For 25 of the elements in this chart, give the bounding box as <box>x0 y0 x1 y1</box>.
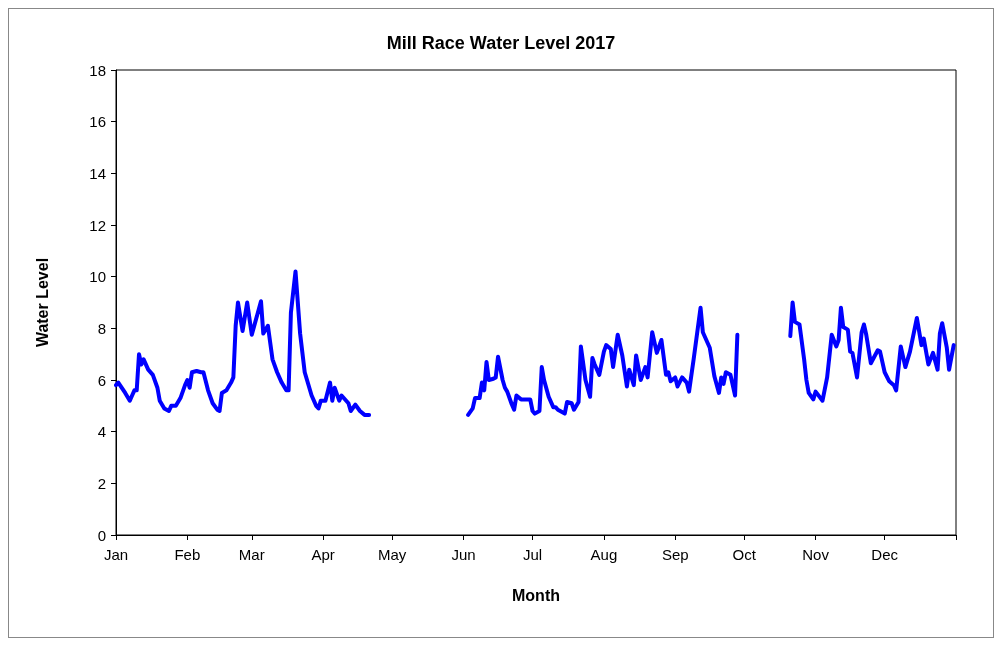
y-tick-label: 2 <box>97 474 106 492</box>
x-axis-title: Month <box>512 586 560 604</box>
x-tick-label: Apr <box>311 546 335 563</box>
y-tick-label: 4 <box>97 423 106 441</box>
y-tick-label: 14 <box>89 164 106 182</box>
y-tick-label: 16 <box>89 113 106 131</box>
x-tick-label: Oct <box>732 546 757 563</box>
y-tick-label: 8 <box>97 319 106 337</box>
x-tick-label: Mar <box>238 546 265 563</box>
x-tick-label: Jan <box>103 546 129 563</box>
y-tick-label: 10 <box>89 268 106 286</box>
x-tick-label: Nov <box>802 546 830 563</box>
x-tick-label: Dec <box>871 546 899 563</box>
y-tick-label: 0 <box>97 526 106 544</box>
x-tick-label: Feb <box>174 546 201 563</box>
y-tick-label: 12 <box>89 216 106 234</box>
x-tick-label: Aug <box>590 546 618 563</box>
x-tick-label: Sep <box>661 546 689 563</box>
y-tick-label: 6 <box>97 371 106 389</box>
x-tick-label: Jul <box>522 546 543 563</box>
x-tick-label: May <box>377 546 407 563</box>
y-tick-label: 18 <box>89 61 106 79</box>
chart-title: Mill Race Water Level 2017 <box>386 33 616 53</box>
x-tick-label: Jun <box>451 546 476 563</box>
y-axis-title: Water Level <box>33 257 51 348</box>
